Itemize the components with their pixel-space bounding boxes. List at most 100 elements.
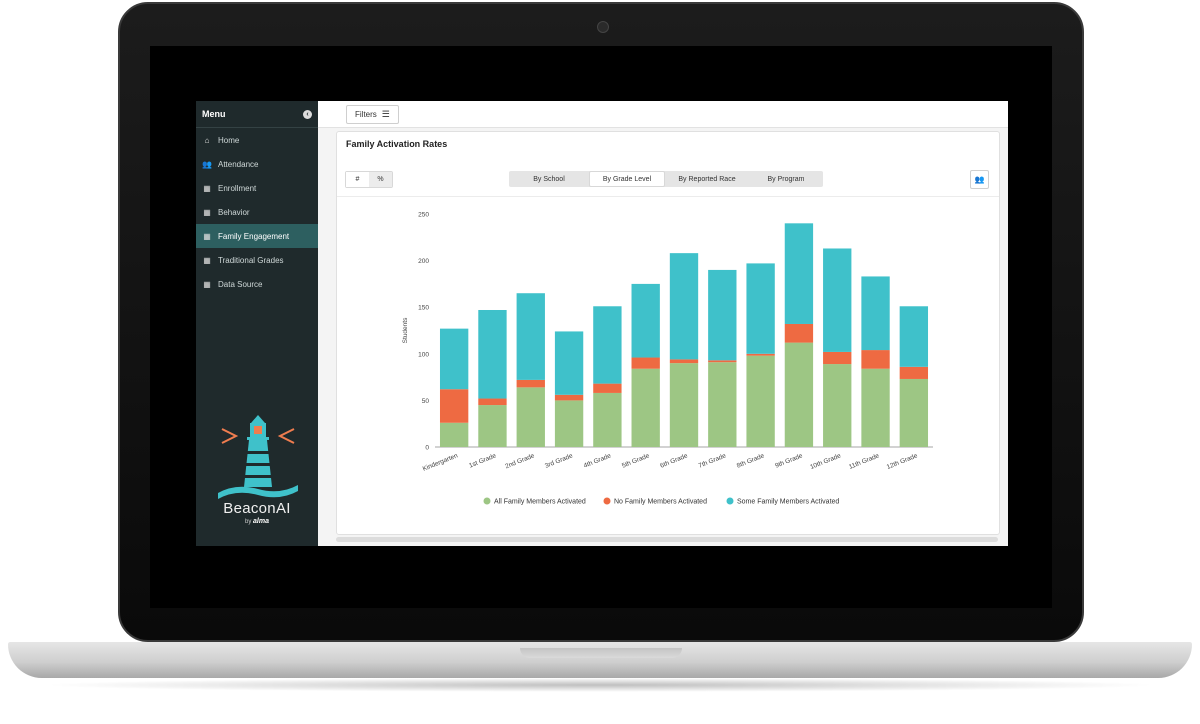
table-icon: ▦ xyxy=(203,231,211,241)
brand-name: BeaconAI xyxy=(223,500,291,517)
brand-byline: by alma xyxy=(196,518,318,525)
tab-by-grade-level[interactable]: By Grade Level xyxy=(589,171,665,187)
y-tick-label: 100 xyxy=(418,351,429,358)
collapse-sidebar-icon[interactable]: ‹ xyxy=(303,109,312,119)
y-tick-label: 0 xyxy=(425,445,429,452)
sidebar-item-family-engagement[interactable]: ▦ Family Engagement xyxy=(196,224,318,248)
sidebar-item-label: Data Source xyxy=(218,279,263,289)
bar-segment xyxy=(631,283,660,358)
sidebar-item-label: Attendance xyxy=(218,159,259,169)
tab-by-school[interactable]: By School xyxy=(533,175,565,183)
bar-segment xyxy=(784,223,814,324)
legend-label: All Family Members Activated xyxy=(494,499,586,506)
bar-segment xyxy=(554,394,584,401)
toggle-percent[interactable]: % xyxy=(369,172,392,187)
stacked-bar-chart: 0 50 100 150 200 250 Students Kindergarten 1st G… xyxy=(402,212,933,506)
bar-segment xyxy=(631,357,660,369)
x-tick-label: 11th Grade xyxy=(848,452,881,471)
legend-label: No Family Members Activated xyxy=(614,499,707,506)
x-tick-label: Kindergarten xyxy=(422,452,459,473)
sidebar-item-traditional-grades[interactable]: ▦ Traditional Grades xyxy=(196,248,318,272)
card-title: Family Activation Rates xyxy=(346,139,448,149)
people-icon: 👥 xyxy=(202,159,212,169)
x-tick-label: 5th Grade xyxy=(621,452,651,469)
bar-segment xyxy=(708,360,737,363)
bar-segment xyxy=(516,387,545,447)
bar-segment xyxy=(478,309,507,399)
tab-by-reported-race[interactable]: By Reported Race xyxy=(678,175,736,183)
sidebar-item-attendance[interactable]: 👥 Attendance xyxy=(196,152,318,176)
bar-segment xyxy=(746,355,775,447)
bar-segment xyxy=(899,366,929,379)
bar-segment xyxy=(823,248,852,352)
x-tick-label: 2nd Grade xyxy=(504,452,535,470)
legend-label: Some Family Members Activated xyxy=(737,499,839,506)
bar-segment xyxy=(823,351,852,365)
bar-segment xyxy=(708,269,737,361)
sidebar-item-data-source[interactable]: ▦ Data Source xyxy=(196,272,318,296)
bar-segment xyxy=(516,293,545,380)
camera xyxy=(597,21,609,33)
table-icon: ▦ xyxy=(203,255,211,265)
table-icon: ▦ xyxy=(203,183,211,193)
tab-by-program[interactable]: By Program xyxy=(767,175,805,183)
sidebar-item-label: Traditional Grades xyxy=(218,255,284,265)
x-tick-label: 8th Grade xyxy=(736,452,766,469)
x-tick-label: 6th Grade xyxy=(659,452,689,469)
table-icon: ▦ xyxy=(203,207,211,217)
sliders-icon: ☰ xyxy=(381,109,390,119)
x-tick-label: 9th Grade xyxy=(774,452,804,469)
bar-segment xyxy=(899,306,929,367)
sidebar-nav: ⌂ Home 👥 Attendance ▦ Enrollment ▦ Behavior ▦ Fam… xyxy=(196,128,318,296)
group-users-icon[interactable]: 👥 xyxy=(970,170,989,189)
y-tick-label: 150 xyxy=(418,305,429,312)
grouping-tabs: By School By Grade Level By Reported Race B… xyxy=(509,171,823,187)
legend-swatch xyxy=(603,497,611,505)
bar-segment xyxy=(593,306,622,384)
y-tick-label: 200 xyxy=(418,258,429,265)
bar-segment xyxy=(478,405,507,447)
bar-segment xyxy=(669,359,699,364)
bar-segment xyxy=(439,328,469,390)
bar-segment xyxy=(516,379,545,388)
main-content: Filters ☰ Family Activation Rates # % By… xyxy=(318,101,1008,546)
sidebar-item-enrollment[interactable]: ▦ Enrollment xyxy=(196,176,318,200)
sidebar-item-label: Behavior xyxy=(218,207,250,217)
horizontal-scrollbar[interactable] xyxy=(336,537,998,542)
home-icon: ⌂ xyxy=(204,135,210,145)
topbar: Filters ☰ xyxy=(318,101,1008,128)
menu-header: Menu ‹ xyxy=(196,101,318,128)
x-tick-label: 3rd Grade xyxy=(544,452,574,470)
x-tick-label: 10th Grade xyxy=(809,452,842,471)
bar-segment xyxy=(861,276,890,351)
filters-button[interactable]: Filters ☰ xyxy=(346,105,399,124)
sidebar-item-home[interactable]: ⌂ Home xyxy=(196,128,318,152)
bar-segment xyxy=(746,263,775,354)
card-divider xyxy=(337,196,999,197)
legend-swatch xyxy=(483,497,491,505)
brand-partner: alma xyxy=(253,518,269,525)
x-tick-label: 7th Grade xyxy=(698,452,728,469)
sidebar-item-behavior[interactable]: ▦ Behavior xyxy=(196,200,318,224)
bar-segment xyxy=(631,368,660,447)
app-window: Menu ‹ ⌂ Home 👥 Attendance ▦ Enrollment ▦ Behav… xyxy=(196,101,1008,546)
bar-segment xyxy=(861,350,890,369)
y-tick-label: 250 xyxy=(418,212,429,219)
menu-label: Menu xyxy=(202,109,226,119)
bar-segment xyxy=(746,353,775,356)
sidebar-item-label: Family Engagement xyxy=(218,231,290,241)
bar-segment xyxy=(478,398,507,406)
laptop-notch xyxy=(520,648,682,658)
brand-by: by xyxy=(245,519,252,525)
table-icon: ▦ xyxy=(203,279,211,289)
bar-segment xyxy=(823,364,852,447)
bar-segment xyxy=(861,368,890,447)
toggle-count[interactable]: # xyxy=(346,172,369,187)
bar-segment xyxy=(439,389,469,423)
filters-label: Filters xyxy=(355,110,377,119)
count-percent-toggle: # % xyxy=(345,171,393,188)
sidebar-item-label: Enrollment xyxy=(218,183,257,193)
legend-swatch xyxy=(726,497,734,505)
bar-segment xyxy=(593,392,622,447)
x-tick-label: 4th Grade xyxy=(583,452,613,469)
